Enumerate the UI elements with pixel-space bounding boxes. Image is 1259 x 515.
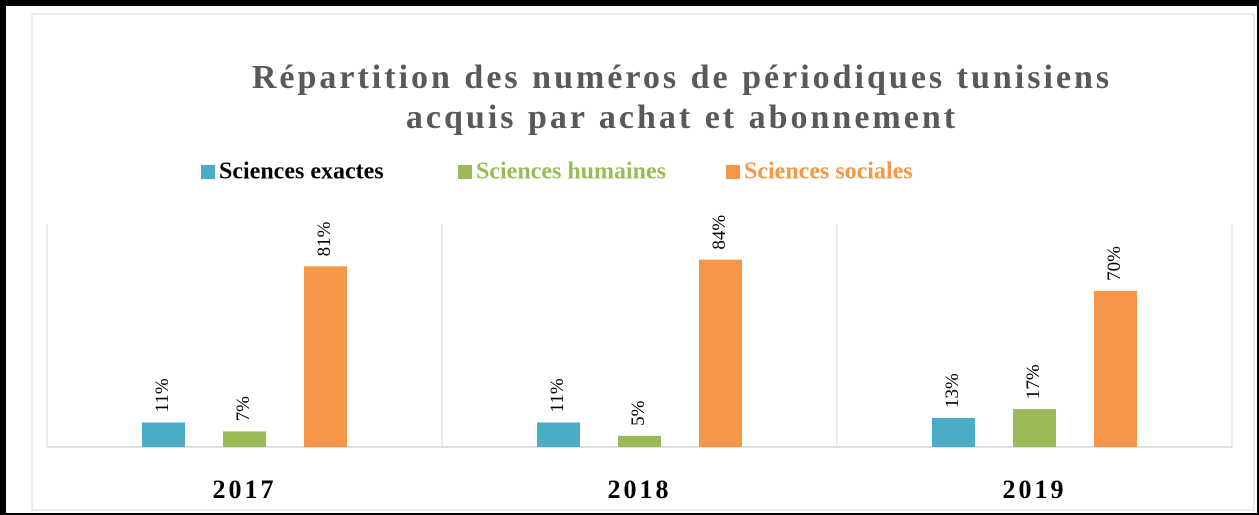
bar [1094,290,1137,447]
legend-swatch [726,165,740,179]
data-label: 17% [1023,364,1044,399]
bar [223,431,266,447]
chart-title: Répartition des numéros de périodiques t… [252,59,1112,96]
data-label: 13% [942,373,963,408]
data-label: 81% [314,221,335,256]
bar [932,418,975,447]
bar [699,259,742,447]
chart: Répartition des numéros de périodiques t… [31,13,1255,511]
data-label: 11% [547,378,568,412]
legend-swatch [201,165,215,179]
chart-border [31,13,1255,511]
bar [142,422,185,447]
legend-label: Sciences humaines [476,159,666,185]
bar [1013,409,1056,447]
x-tick-label: 2019 [1003,475,1067,504]
legend-swatch [458,165,472,179]
chart-subtitle: acquis par achat et abonnement [406,99,958,136]
bar [304,266,347,447]
bar [537,422,580,447]
x-tick-label: 2017 [213,475,277,504]
legend-label: Sciences sociales [744,159,913,185]
x-tick-label: 2018 [608,475,672,504]
data-label: 7% [233,396,254,422]
data-label: 5% [628,400,649,426]
bar [618,435,661,447]
data-label: 11% [152,378,173,412]
data-label: 70% [1104,246,1125,281]
data-label: 84% [709,215,730,250]
legend-label: Sciences exactes [219,159,384,185]
